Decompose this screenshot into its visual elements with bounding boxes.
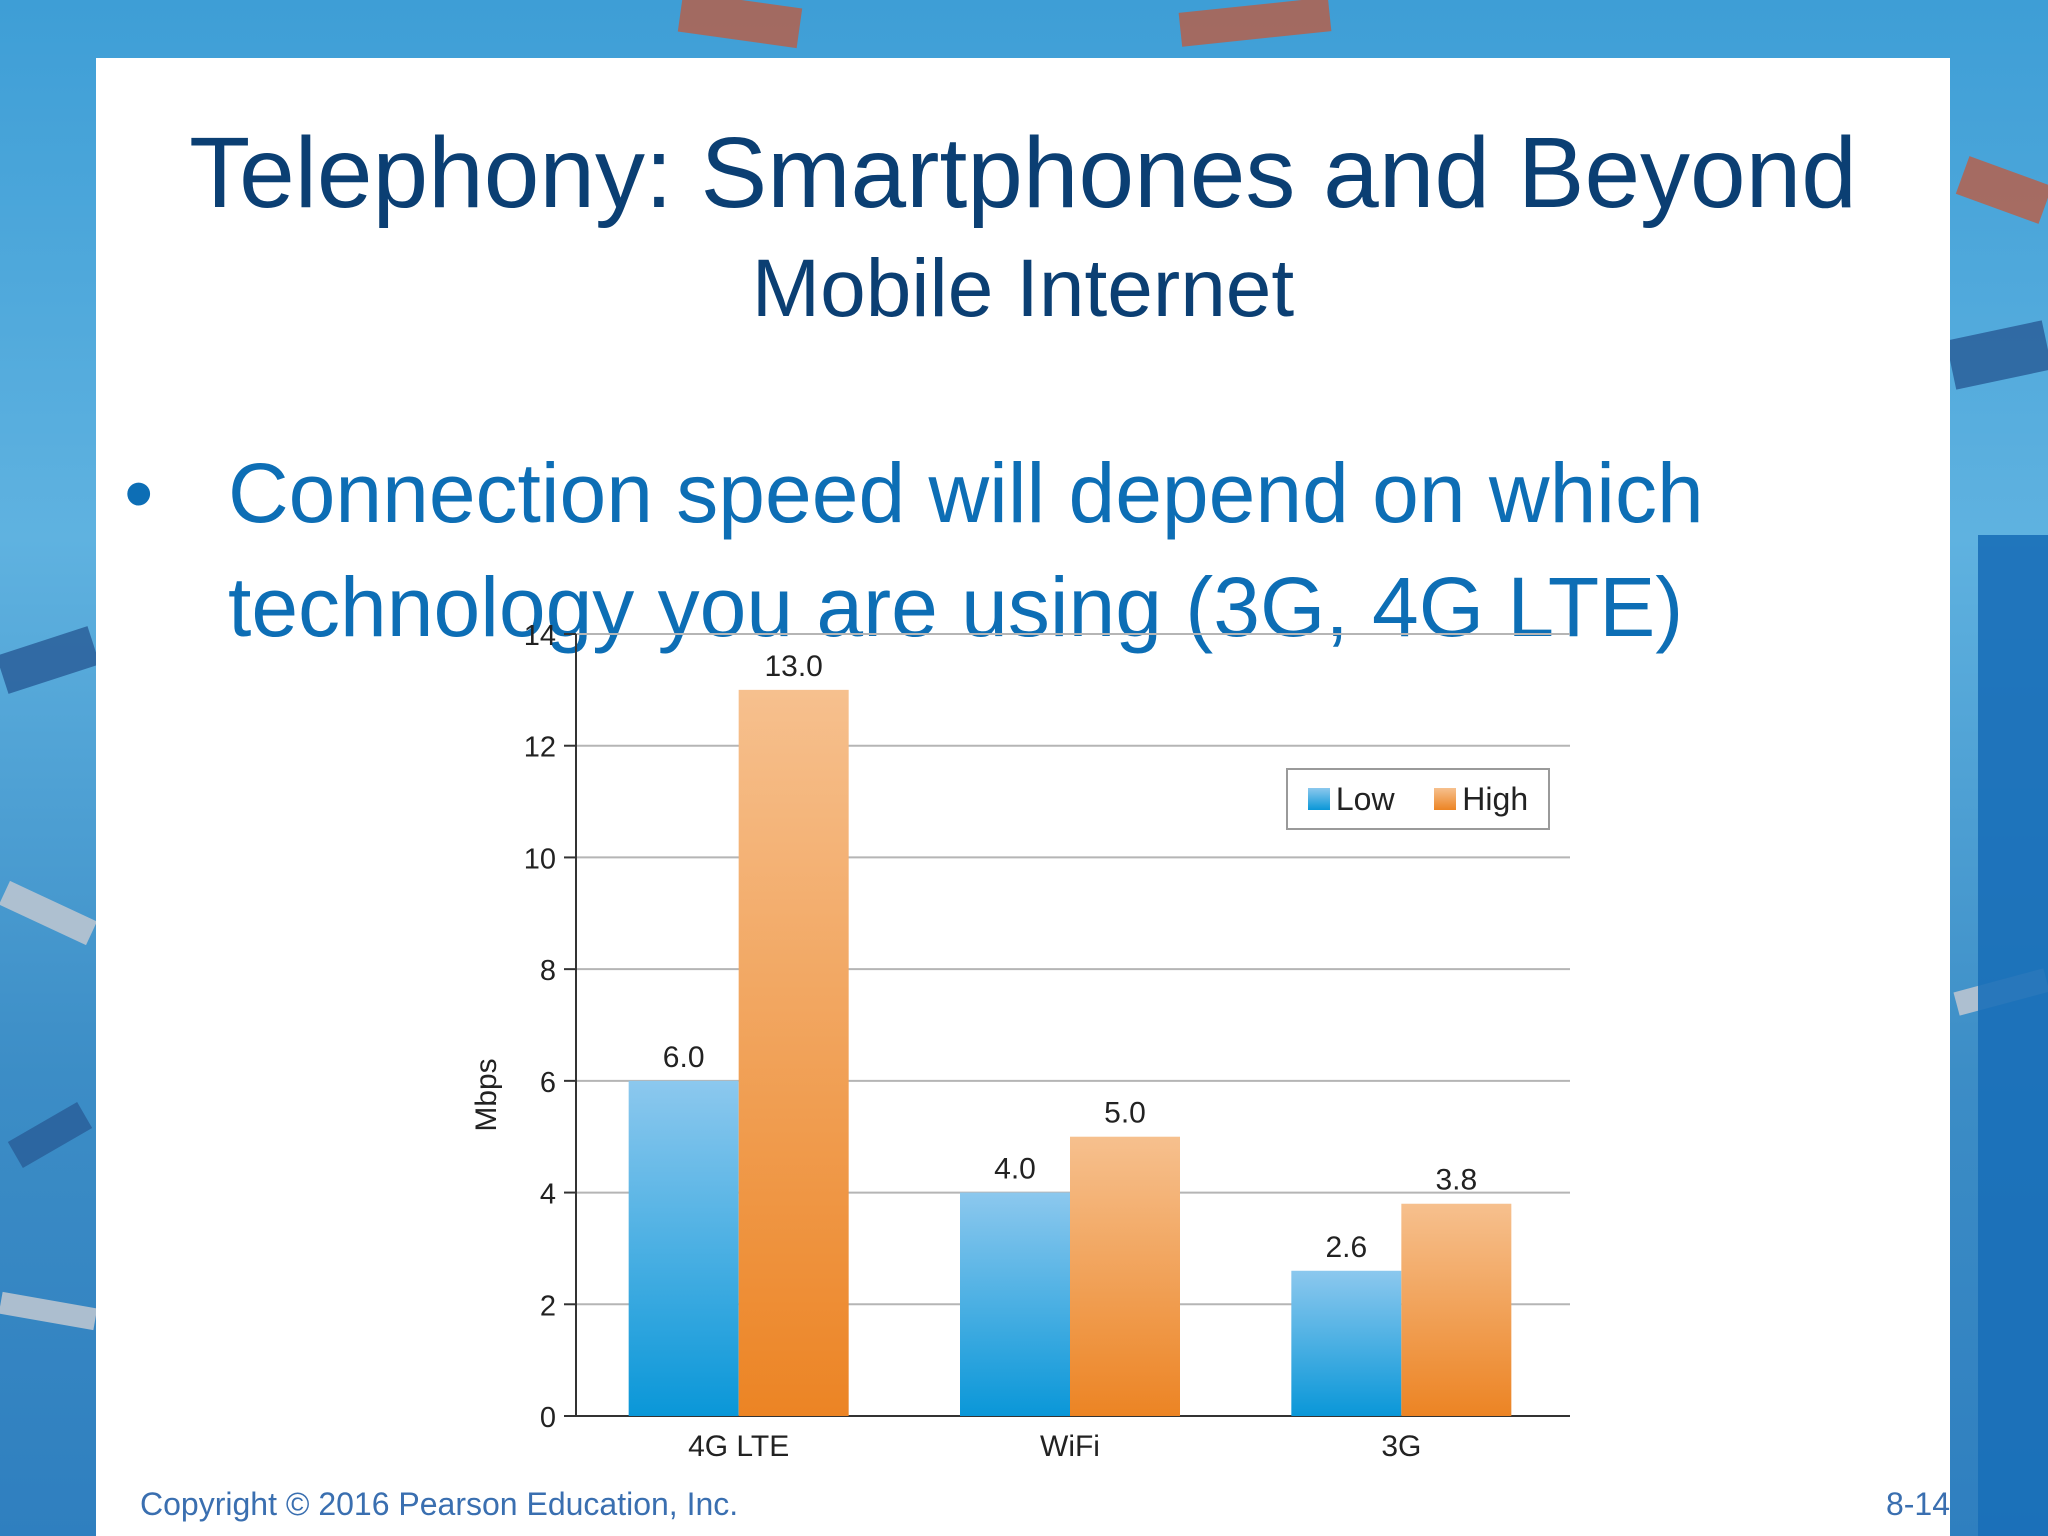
data-label: 5.0 <box>1104 1097 1146 1130</box>
background-beam <box>7 1102 93 1168</box>
background-beam <box>1178 0 1332 47</box>
data-label: 2.6 <box>1325 1231 1367 1264</box>
background-beam <box>1955 156 2048 224</box>
footer-page-number: 8-14 <box>1885 1486 1950 1522</box>
bar-low <box>628 1080 739 1416</box>
background-beam <box>0 880 97 946</box>
bar-high <box>738 689 849 1416</box>
background-panel <box>1978 535 2048 1536</box>
y-tick-label: 10 <box>524 843 556 875</box>
x-tick-label: 4G LTE <box>688 1430 789 1463</box>
y-tick-label: 6 <box>540 1067 556 1099</box>
legend-swatch-low <box>1307 788 1330 810</box>
background-beam <box>0 626 100 694</box>
bar-low <box>1291 1270 1402 1416</box>
data-label: 4.0 <box>994 1153 1036 1186</box>
bullet-icon: • <box>124 446 154 540</box>
y-tick-label: 8 <box>540 955 556 987</box>
x-tick-label: WiFi <box>1040 1430 1100 1463</box>
legend-item-low: Low <box>1307 780 1395 818</box>
bar-high <box>1401 1203 1512 1416</box>
bullet-point: • Connection speed will depend on which … <box>124 436 1904 664</box>
legend-swatch-high <box>1434 788 1457 810</box>
data-label: 6.0 <box>663 1041 705 1074</box>
footer-copyright: Copyright © 2016 Pearson Education, Inc. <box>140 1486 739 1522</box>
legend-label-low: Low <box>1335 780 1395 817</box>
background-beam <box>677 0 803 49</box>
y-axis-label: Mbps <box>470 1058 503 1131</box>
slide-panel: Telephony: Smartphones and Beyond Mobile… <box>96 58 1950 1536</box>
bar-low <box>960 1192 1070 1416</box>
background-beam <box>0 1291 98 1331</box>
bullet-text: Connection speed will depend on which te… <box>228 446 1704 654</box>
slide-title: Telephony: Smartphones and Beyond <box>189 117 1857 229</box>
y-tick-label: 2 <box>540 1290 556 1322</box>
x-tick-label: 3G <box>1381 1430 1421 1463</box>
legend-item-high: High <box>1434 781 1528 818</box>
slide-subtitle: Mobile Internet <box>751 243 1295 334</box>
legend-label-high: High <box>1462 780 1529 817</box>
bar-high <box>1070 1136 1180 1416</box>
y-tick-label: 12 <box>524 732 556 764</box>
y-tick-label: 0 <box>540 1402 556 1434</box>
chart-legend: Low High <box>1286 768 1550 830</box>
y-tick-label: 4 <box>540 1179 556 1211</box>
background-beam <box>1945 320 2048 390</box>
data-label: 3.8 <box>1435 1164 1477 1197</box>
